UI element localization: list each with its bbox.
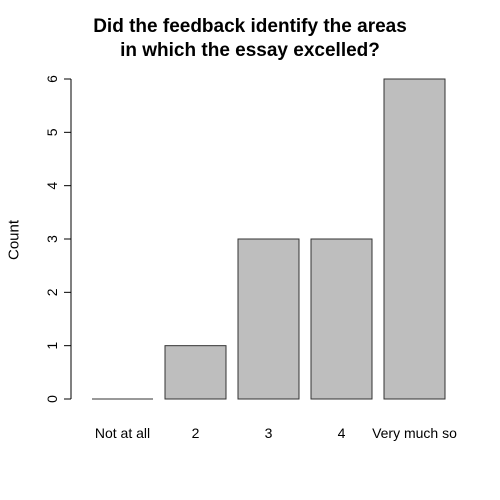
bars — [92, 78, 446, 400]
y-tick-label: 5 — [44, 128, 60, 136]
bar — [383, 78, 446, 400]
y-tick-label: 3 — [44, 235, 60, 243]
y-tick-label: 6 — [44, 75, 60, 83]
bar — [164, 345, 227, 400]
y-axis: 0 1 2 3 4 5 6 — [44, 75, 72, 403]
y-tick-label: 1 — [44, 342, 60, 350]
y-tick-label: 0 — [44, 395, 60, 403]
chart-title-line-2: in which the essay excelled? — [120, 40, 380, 61]
x-tick-labels: Not at all 2 3 4 Very much so — [95, 425, 457, 441]
y-tick-label: 4 — [44, 182, 60, 190]
x-tick-label: Not at all — [95, 425, 150, 441]
x-tick-label: 2 — [192, 425, 200, 441]
bar — [237, 238, 300, 400]
x-tick-label: 4 — [338, 425, 346, 441]
bar — [310, 238, 373, 400]
chart-title-line-1: Did the feedback identify the areas — [93, 16, 407, 37]
x-tick-label: Very much so — [372, 425, 457, 441]
y-tick-label: 2 — [44, 288, 60, 296]
x-tick-label: 3 — [265, 425, 273, 441]
